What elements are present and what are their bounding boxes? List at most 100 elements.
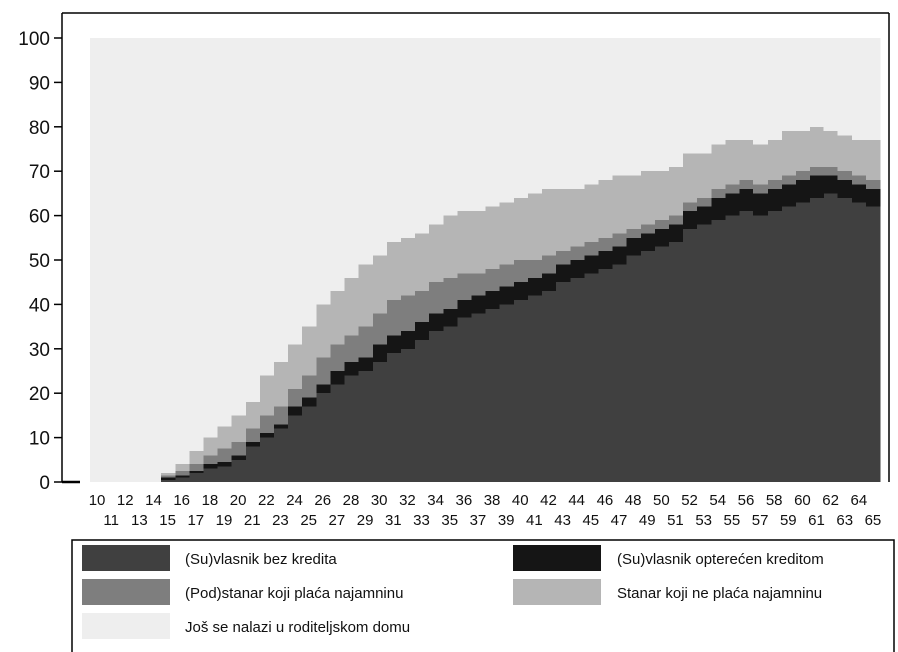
x-tick-label: 45 [582,512,599,529]
band-3-x63 [837,171,853,181]
band-5-x20 [231,38,246,416]
band-2-x60 [795,180,811,203]
band-1-x47 [611,264,627,482]
y-tick-label: 30 [29,340,50,361]
x-tick-label: 59 [780,512,797,529]
band-3-x31 [386,299,401,336]
band-2-x42 [541,273,557,292]
x-tick-label: 46 [597,492,614,509]
band-2-x26 [315,384,331,394]
band-3-x23 [273,406,289,425]
band-5-x19 [216,38,232,427]
band-3-x53 [696,197,712,207]
band-4-x46 [597,180,613,238]
x-tick-label: 18 [202,492,219,509]
band-4-x18 [202,437,218,456]
band-2-x49 [640,233,655,252]
x-tick-label: 39 [498,512,515,529]
band-1-x50 [654,246,669,482]
band-1-x49 [640,251,655,482]
band-5-x52 [682,38,698,154]
x-tick-label: 34 [427,492,444,509]
band-5-x51 [668,38,684,167]
band-1-x62 [823,193,839,482]
band-1-x15 [160,479,176,482]
band-2-x41 [527,277,543,296]
band-4-x30 [372,255,387,314]
band-1-x38 [485,308,500,482]
band-1-x57 [753,215,768,482]
band-1-x40 [513,299,528,482]
x-tick-label: 31 [385,512,402,529]
band-4-x48 [626,175,641,229]
band-4-x60 [795,131,811,172]
band-1-x26 [315,393,331,482]
x-tick-label: 58 [766,492,783,509]
band-3-x41 [527,260,543,278]
band-1-x30 [372,362,387,482]
x-tick-label: 33 [413,512,430,529]
legend-label-5: Još se nalazi u roditeljskom domu [185,619,410,636]
band-5-x49 [640,38,655,172]
band-5-x65 [865,38,881,141]
band-3-x51 [668,215,684,225]
band-1-x63 [837,197,853,482]
axes: 0 10 20 30 40 50 60 70 80 90 100 10 11 12 13 14 15 16 17 18… [18,12,890,529]
band-5-x50 [654,38,669,172]
x-tick-label: 62 [822,492,839,509]
series-2-bands [160,175,881,480]
band-2-x28 [343,362,359,376]
band-5-x18 [202,38,218,438]
band-5-x14 [146,38,162,482]
band-5-x30 [372,38,387,256]
series-3-bands [160,166,881,478]
band-2-x55 [724,193,740,216]
y-tick-label: 40 [29,295,50,316]
x-tick-label: 52 [681,492,698,509]
band-2-x36 [456,299,472,318]
band-1-x48 [626,255,641,482]
band-1-x20 [231,459,246,482]
band-1-x19 [216,466,232,482]
band-4-x19 [216,426,232,449]
band-3-x45 [583,242,599,256]
x-tick-label: 63 [836,512,853,529]
band-2-x56 [738,188,754,212]
band-5-x15 [160,38,176,474]
band-3-x20 [231,442,246,456]
band-1-x37 [470,313,486,482]
band-1-x32 [400,348,416,482]
y-tick-label: 80 [29,118,50,139]
band-5-x13 [132,38,148,482]
x-tick-label: 51 [667,512,684,529]
band-4-x54 [710,144,726,189]
band-3-x65 [865,180,881,189]
band-2-x61 [809,175,825,198]
legend-label-3: (Pod)stanar koji plaća najamninu [185,585,403,602]
band-3-x52 [682,202,698,212]
band-4-x43 [555,188,571,252]
band-5-x45 [583,38,599,185]
band-5-x47 [611,38,627,176]
band-2-x16 [174,475,190,478]
band-4-x15 [160,473,176,476]
x-tick-label: 30 [371,492,388,509]
band-2-x43 [555,264,571,283]
x-tick-label: 65 [865,512,882,529]
band-4-x49 [640,171,655,225]
band-2-x39 [499,286,514,305]
band-3-x34 [428,282,444,314]
band-2-x22 [259,433,274,438]
band-4-x63 [837,135,853,172]
x-tick-label: 23 [272,512,289,529]
x-tick-label: 56 [738,492,755,509]
band-4-x57 [753,144,768,185]
x-tick-label: 64 [850,492,867,509]
legend-swatch-4 [513,579,601,605]
band-3-x25 [301,375,317,398]
band-1-x55 [724,215,740,482]
band-5-x16 [174,38,190,465]
band-1-x51 [668,242,684,482]
band-5-x10 [90,38,105,482]
